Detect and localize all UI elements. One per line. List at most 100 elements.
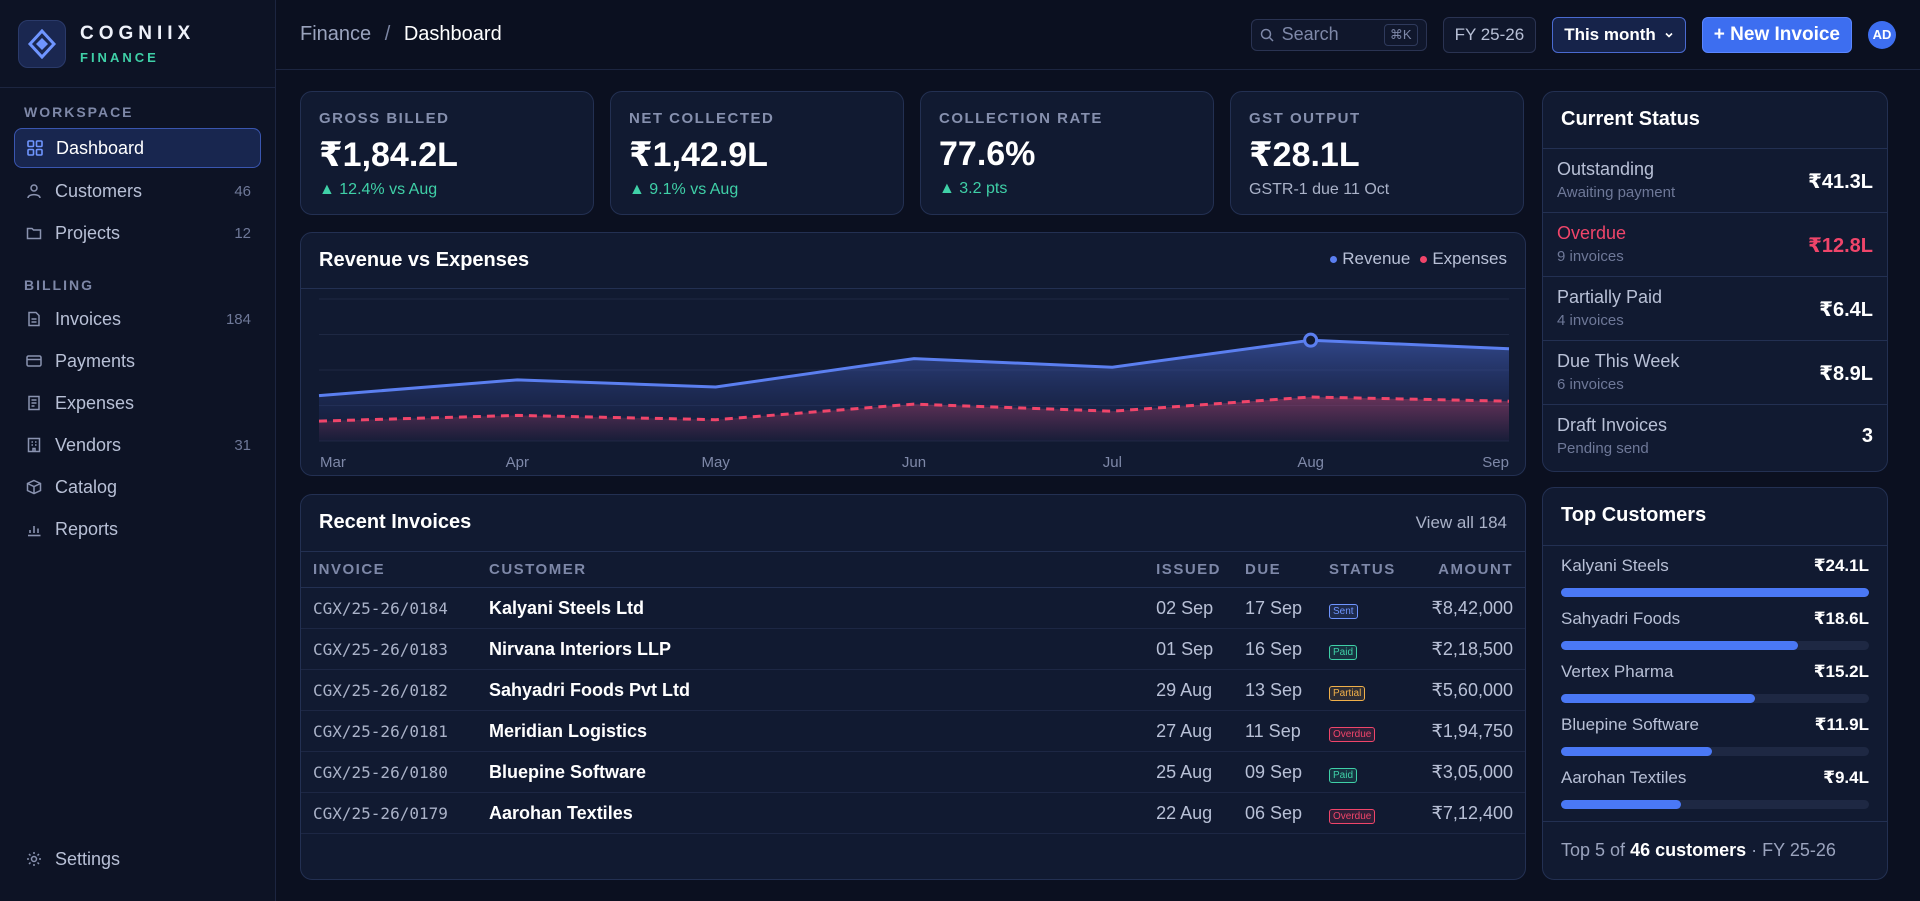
invoice-id[interactable]: CGX/25-26/0184 <box>301 587 477 629</box>
top-customer-row[interactable]: Kalyani Steels ₹24.1L <box>1543 546 1887 599</box>
sidebar-item-settings[interactable]: Settings <box>14 839 261 879</box>
invoice-status-cell: Partial <box>1317 669 1413 711</box>
status-row-title: Outstanding <box>1557 159 1655 179</box>
status-row[interactable]: Overdue 9 invoices ₹12.8L <box>1543 212 1887 276</box>
breadcrumb: Finance / Dashboard <box>300 23 502 46</box>
legend-revenue: Revenue <box>1330 249 1410 269</box>
sidebar-item-reports[interactable]: Reports <box>14 509 261 549</box>
status-row[interactable]: Due This Week 6 invoices ₹8.9L <box>1543 340 1887 404</box>
customer-share-track <box>1561 800 1869 809</box>
sidebar-item-invoices[interactable]: Invoices 184 <box>14 299 261 339</box>
invoice-customer: Aarohan Textiles <box>477 792 1145 834</box>
table-row[interactable]: CGX/25-26/0182 Sahyadri Foods Pvt Ltd 29 A… <box>301 669 1525 711</box>
table-row[interactable]: CGX/25-26/0180 Bluepine Software 25 Aug 09 … <box>301 751 1525 793</box>
series-area-expenses <box>319 397 1509 441</box>
view-all-link[interactable]: View all 184 <box>1415 513 1507 532</box>
table-row[interactable]: CGX/25-26/0184 Kalyani Steels Ltd 02 Sep 17… <box>301 587 1525 629</box>
chart-plot: Mar Apr May Jun Jul Aug Sep <box>318 298 1510 471</box>
status-row-title: Overdue <box>1557 223 1627 243</box>
data-point-revenue[interactable] <box>1303 332 1319 348</box>
status-row-subtitle: Pending send <box>1557 440 1649 457</box>
status-row[interactable]: Draft Invoices Pending send 3 <box>1543 404 1887 468</box>
invoice-due: 13 Sep <box>1233 669 1317 711</box>
invoice-status-cell: Overdue <box>1317 710 1413 752</box>
invoice-due: 16 Sep <box>1233 628 1317 670</box>
status-row[interactable]: Partially Paid 4 invoices ₹6.4L <box>1543 276 1887 340</box>
legend-label: Expenses <box>1432 249 1507 268</box>
table-row[interactable]: CGX/25-26/0183 Nirvana Interiors LLP 01 Se… <box>301 628 1525 670</box>
x-tick-label: Apr <box>506 454 529 471</box>
fiscal-year-selector[interactable]: FY 25-26 <box>1442 16 1537 53</box>
invoice-id[interactable]: CGX/25-26/0180 <box>301 751 477 793</box>
search-input[interactable]: Search ⌘K <box>1250 18 1427 51</box>
sidebar: COGNIIX FINANCE WORKSPACE Dashboard Cust… <box>0 0 276 901</box>
invoice-issued: 27 Aug <box>1144 710 1233 752</box>
sidebar-item-dashboard[interactable]: Dashboard <box>14 128 261 168</box>
nav-section-workspace: WORKSPACE <box>24 104 134 120</box>
invoice-id[interactable]: CGX/25-26/0183 <box>301 628 477 670</box>
customer-share-track <box>1561 588 1869 597</box>
kpi-label: GROSS BILLED <box>319 110 450 127</box>
sidebar-item-expenses[interactable]: Expenses <box>14 383 261 423</box>
sidebar-item-count: 46 <box>234 182 251 200</box>
table-row[interactable]: CGX/25-26/0181 Meridian Logistics 27 Aug 11… <box>301 710 1525 752</box>
invoice-status-cell: Paid <box>1317 751 1413 793</box>
top-customers-title: Top Customers <box>1561 504 1707 526</box>
kpi-value: 77.6% <box>939 135 1036 173</box>
column-header-customer[interactable]: CUSTOMER <box>477 551 1145 588</box>
invoice-id[interactable]: CGX/25-26/0182 <box>301 669 477 711</box>
sidebar-item-vendors[interactable]: Vendors 31 <box>14 425 261 465</box>
document-icon <box>25 310 43 328</box>
invoice-customer: Kalyani Steels Ltd <box>477 587 1145 629</box>
customer-name: Kalyani Steels <box>1561 556 1669 575</box>
invoice-issued: 01 Sep <box>1144 628 1233 670</box>
brand[interactable]: COGNIIX FINANCE <box>0 0 275 88</box>
avatar[interactable]: AD <box>1868 20 1896 49</box>
trend-up-icon: ▲ <box>939 180 960 197</box>
footer-prefix: Top 5 of <box>1561 840 1626 860</box>
top-customer-row[interactable]: Aarohan Textiles ₹9.4L <box>1543 758 1887 811</box>
legend-expenses-dot <box>1420 255 1428 263</box>
invoice-id[interactable]: CGX/25-26/0181 <box>301 710 477 752</box>
breadcrumb-current: Dashboard <box>403 23 502 45</box>
invoice-id[interactable]: CGX/25-26/0179 <box>301 792 477 834</box>
breadcrumb-parent[interactable]: Finance <box>300 23 372 45</box>
customer-amount: ₹24.1L <box>1813 556 1869 575</box>
kpi-label: GST OUTPUT <box>1249 110 1361 127</box>
top-customer-row[interactable]: Vertex Pharma ₹15.2L <box>1543 652 1887 705</box>
top-customer-row[interactable]: Bluepine Software ₹11.9L <box>1543 705 1887 758</box>
top-customer-row[interactable]: Sahyadri Foods ₹18.6L <box>1543 599 1887 652</box>
period-label: This month <box>1564 24 1656 44</box>
column-header-invoice[interactable]: INVOICE <box>301 551 477 588</box>
kpi-delta-text: 3.2 pts <box>959 180 1008 197</box>
invoice-issued: 25 Aug <box>1144 751 1233 793</box>
kpi-card-collection-rate: COLLECTION RATE 77.6% ▲ 3.2 pts <box>920 91 1214 215</box>
column-header-issued[interactable]: ISSUED <box>1144 551 1233 588</box>
user-icon <box>25 182 43 200</box>
status-row-title: Draft Invoices <box>1557 415 1668 435</box>
column-header-status[interactable]: STATUS <box>1317 551 1413 588</box>
table-row[interactable]: CGX/25-26/0179 Aarohan Textiles 22 Aug 06 S… <box>301 792 1525 834</box>
top-customers-footer: Top 5 of 46 customers · FY 25-26 <box>1543 821 1887 879</box>
new-invoice-button[interactable]: + New Invoice <box>1701 16 1852 53</box>
invoice-customer: Sahyadri Foods Pvt Ltd <box>477 669 1145 711</box>
status-badge: Paid <box>1329 644 1358 660</box>
status-row-subtitle: Awaiting payment <box>1557 184 1676 201</box>
invoice-amount: ₹8,42,000 <box>1413 587 1525 629</box>
status-row[interactable]: Outstanding Awaiting payment ₹41.3L <box>1543 148 1887 212</box>
sidebar-item-catalog[interactable]: Catalog <box>14 467 261 507</box>
box-icon <box>25 478 43 496</box>
column-header-amount[interactable]: AMOUNT <box>1413 551 1525 588</box>
period-dropdown[interactable]: This month <box>1552 16 1686 53</box>
logo-icon <box>18 19 66 68</box>
status-badge: Paid <box>1329 767 1358 783</box>
sidebar-item-payments[interactable]: Payments <box>14 341 261 381</box>
customer-share-track <box>1561 641 1869 650</box>
invoice-customer: Nirvana Interiors LLP <box>477 628 1145 670</box>
sidebar-item-label: Expenses <box>55 392 135 413</box>
sidebar-item-customers[interactable]: Customers 46 <box>14 171 261 211</box>
column-header-due[interactable]: DUE <box>1233 551 1317 588</box>
topbar: Finance / Dashboard Search ⌘K FY 25-26 T… <box>276 0 1920 70</box>
status-badge: Sent <box>1329 603 1358 619</box>
sidebar-item-projects[interactable]: Projects 12 <box>14 213 261 253</box>
